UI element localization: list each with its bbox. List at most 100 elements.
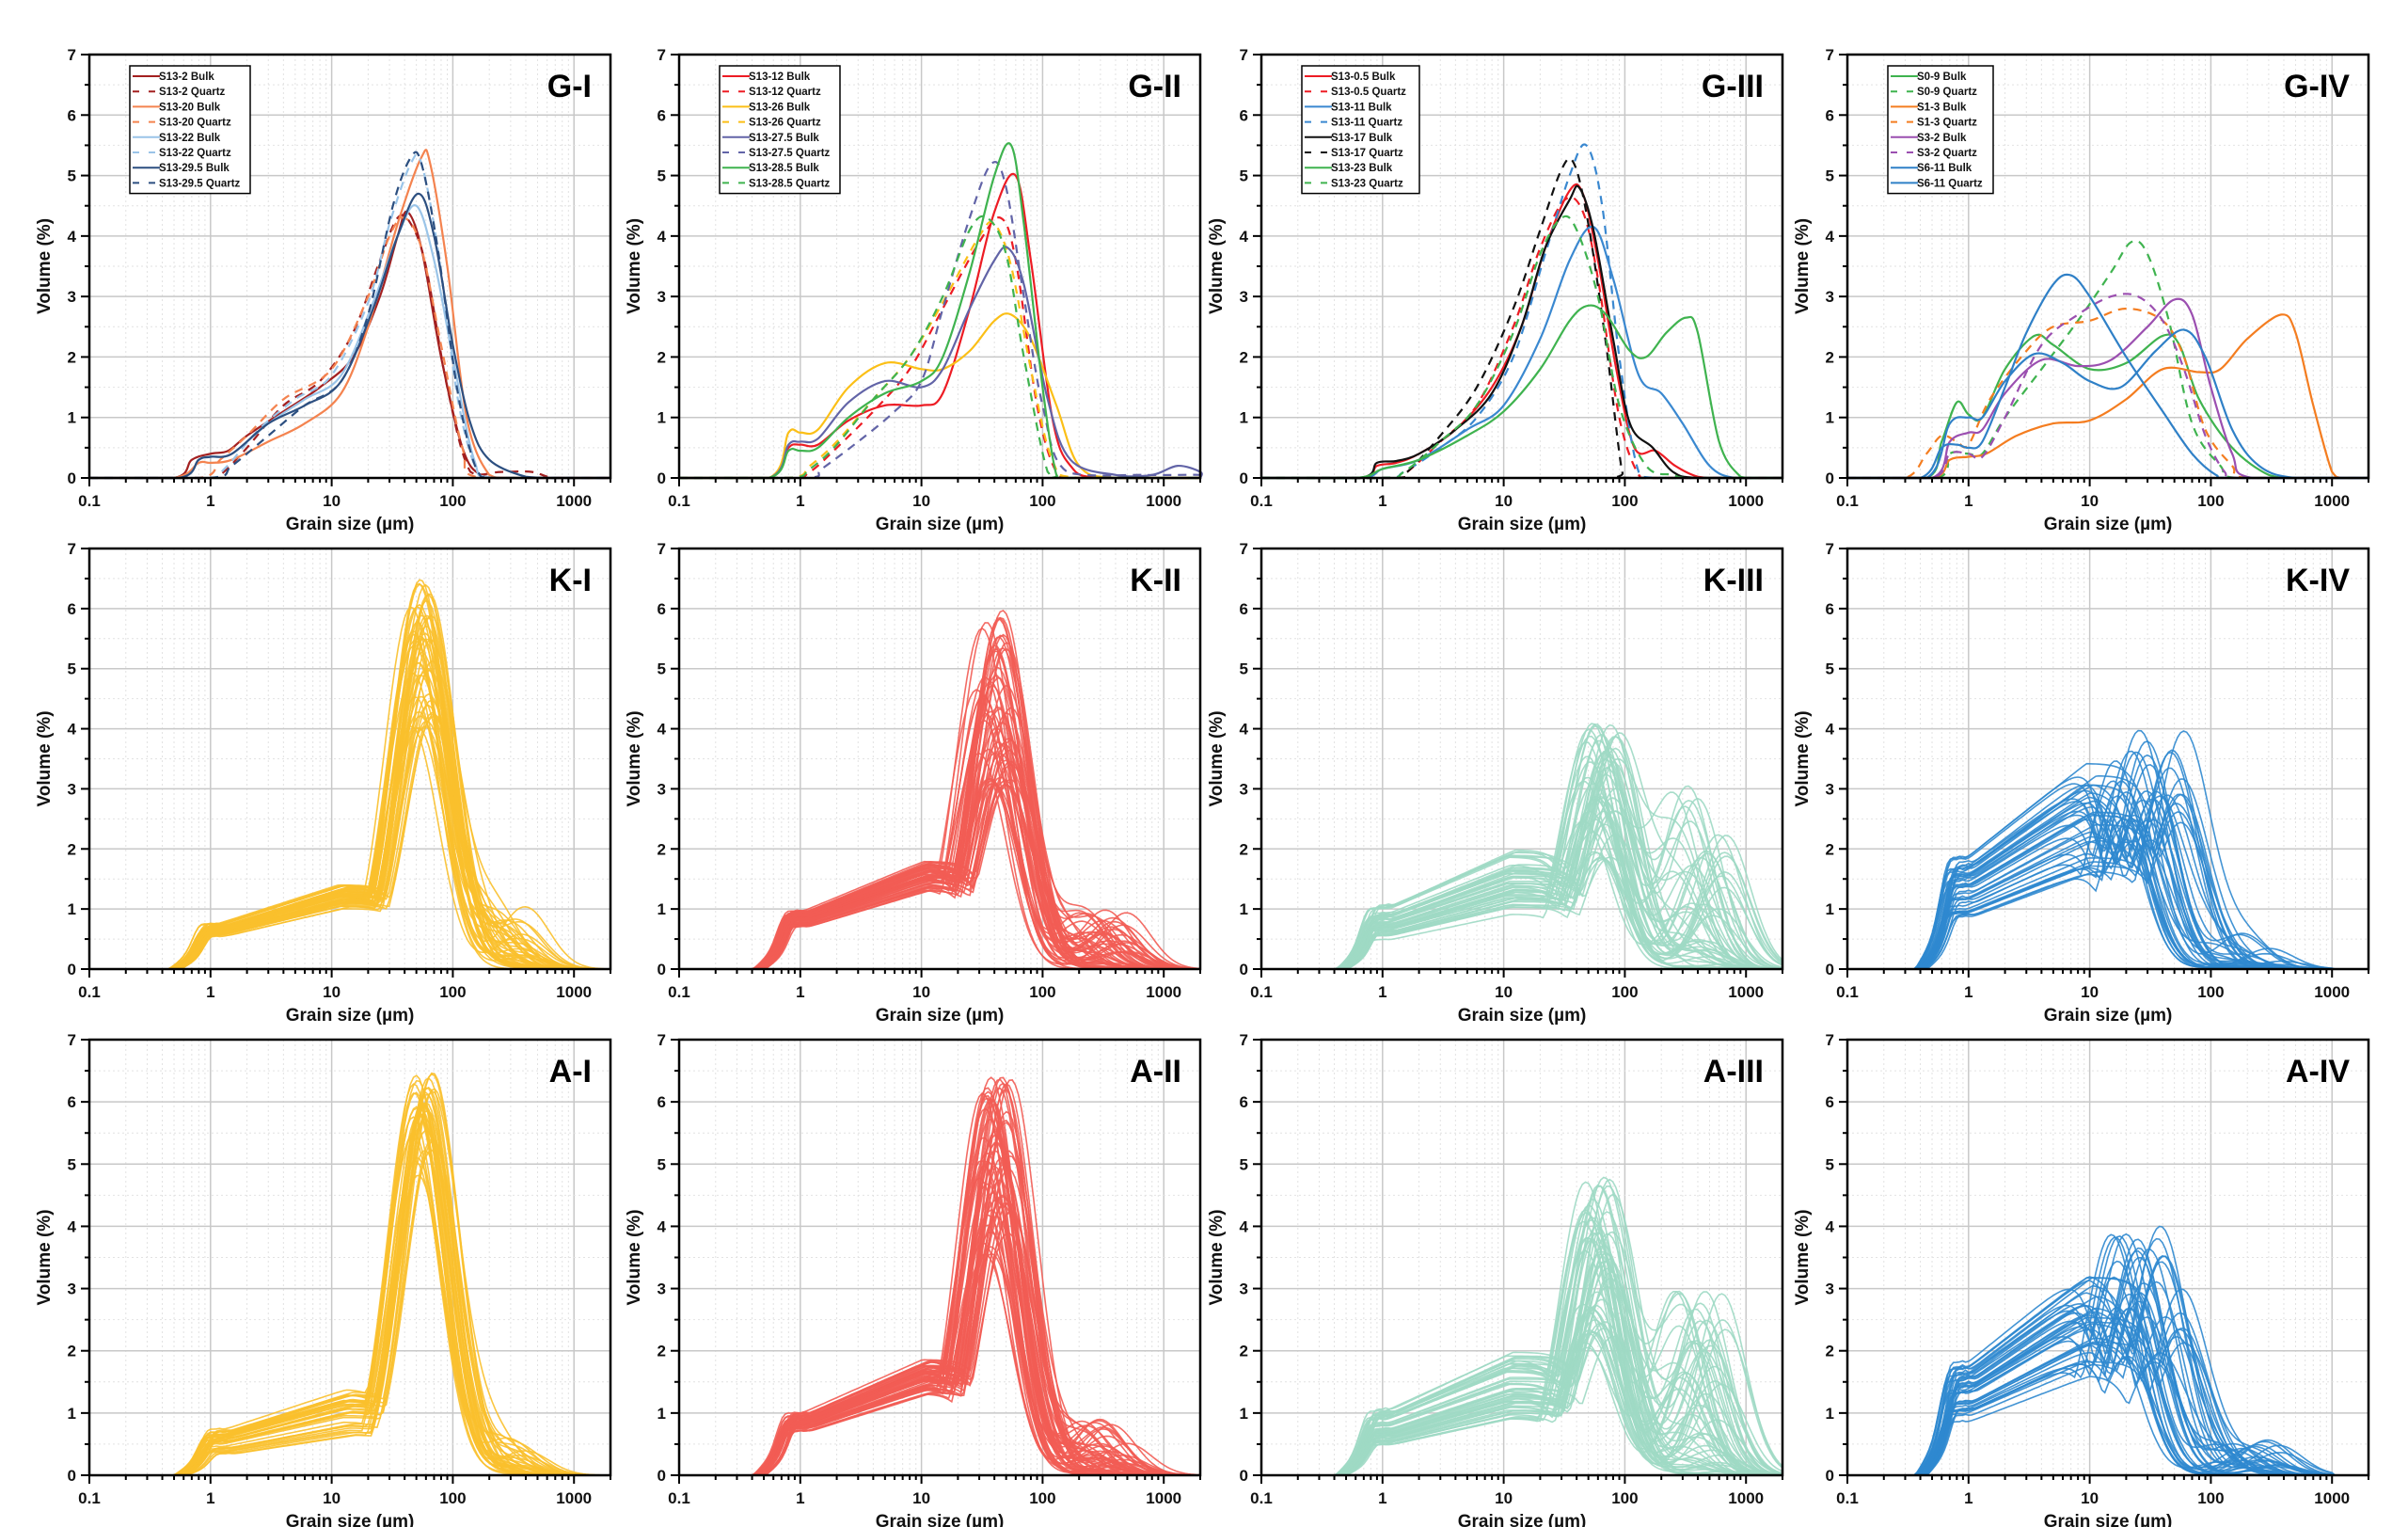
series-line	[89, 151, 610, 480]
x-axis-title: Grain size (µm)	[876, 1006, 1005, 1026]
panel-a-iv: 0.1 1 10 100 1000 Grain size (µm) 0 1 2 3 4 5 6 7 Volu…	[1793, 1031, 2370, 1527]
x-tick-label: 0.1	[78, 492, 101, 510]
sample-line	[89, 715, 610, 970]
y-tick-label: 1	[1240, 900, 1248, 918]
y-tick-label: 1	[1826, 1405, 1834, 1423]
sample-line	[89, 638, 610, 970]
sample-line	[679, 609, 1200, 970]
y-tick-label: 2	[1240, 840, 1248, 858]
sample-line	[89, 1103, 610, 1476]
sample-line	[679, 1177, 1200, 1476]
y-tick-label: 7	[657, 540, 666, 558]
x-tick-label: 1	[796, 1489, 804, 1507]
x-tick-label: 0.1	[668, 983, 690, 1001]
legend-entry: S13-26 Bulk	[749, 102, 811, 113]
y-tick-label: 1	[657, 409, 666, 427]
y-tick-label: 2	[657, 348, 666, 366]
y-axis: 0 1 2 3 4 5 6 7 Volume (%)	[625, 540, 679, 978]
y-tick-label: 2	[657, 840, 666, 858]
sample-line	[679, 1076, 1200, 1476]
y-axis-title: Volume (%)	[625, 1209, 644, 1305]
sample-line	[1261, 733, 1782, 970]
legend-box	[719, 65, 841, 195]
y-tick-label: 6	[1240, 106, 1248, 124]
x-tick-label: 10	[2081, 492, 2099, 510]
y-tick-label: 3	[657, 780, 666, 798]
sample-line	[1261, 1185, 1782, 1476]
legend-entry: S0-9 Bulk	[1917, 72, 1967, 83]
y-tick-label: 2	[1240, 1343, 1248, 1360]
sample-line	[89, 1116, 610, 1476]
sample-line	[679, 1092, 1200, 1476]
sample-line	[679, 1087, 1200, 1476]
sample-line	[679, 1089, 1200, 1476]
legend-entry: S13-11 Bulk	[1331, 102, 1392, 113]
series-line	[89, 192, 610, 480]
x-axis: 0.1 1 10 100 1000 Grain size (µm)	[1836, 1475, 2369, 1527]
x-axis-title: Grain size (µm)	[286, 1006, 415, 1026]
sample-line	[679, 749, 1200, 970]
x-tick-label: 100	[1611, 983, 1638, 1001]
grid	[678, 1040, 1201, 1475]
series-line	[1261, 215, 1782, 480]
series-line	[1847, 328, 2368, 480]
sample-line	[679, 1210, 1200, 1476]
y-tick-label: 4	[1240, 228, 1249, 246]
y-axis: 0 1 2 3 4 5 6 7 Volume (%)	[35, 46, 89, 487]
sample-line	[89, 725, 610, 970]
sample-line	[1261, 725, 1782, 970]
legend-entry: S0-9 Quartz	[1917, 87, 1977, 98]
sample-line	[679, 1099, 1200, 1476]
panel-k-iii: 0.1 1 10 100 1000 Grain size (µm) 0 1 2 3 4 5 6 7 Volu…	[1207, 540, 1784, 1026]
sample-line	[679, 695, 1200, 970]
y-axis: 0 1 2 3 4 5 6 7 Volume (%)	[625, 1031, 679, 1485]
sample-line	[679, 1130, 1200, 1476]
legend-entry: S13-20 Quartz	[159, 118, 231, 129]
y-tick-label: 4	[68, 1217, 77, 1235]
x-axis: 0.1 1 10 100 1000 Grain size (µm)	[1250, 969, 1783, 1026]
series-line	[679, 161, 1206, 480]
y-tick-label: 4	[1826, 228, 1835, 246]
sample-line	[89, 632, 610, 970]
x-tick-label: 10	[323, 492, 341, 510]
sample-line	[679, 1201, 1200, 1476]
series-line	[1261, 196, 1782, 480]
series-line	[679, 220, 1200, 480]
x-tick-label: 10	[323, 1489, 341, 1507]
sample-line	[1261, 1291, 1782, 1476]
x-tick-label: 1000	[2314, 1489, 2350, 1507]
y-axis-title: Volume (%)	[1793, 710, 1813, 806]
sample-line	[679, 618, 1200, 970]
sample-line	[679, 1118, 1200, 1476]
x-tick-label: 1000	[556, 492, 592, 510]
sample-line	[89, 638, 610, 970]
y-tick-label: 0	[68, 469, 76, 487]
curves	[1847, 239, 2368, 480]
sample-line	[1847, 1276, 2368, 1476]
y-tick-label: 1	[1826, 900, 1834, 918]
x-tick-label: 100	[1029, 983, 1055, 1001]
sample-line	[679, 1215, 1200, 1476]
x-tick-label: 10	[912, 1489, 930, 1507]
sample-line	[679, 1194, 1200, 1476]
x-tick-label: 10	[912, 983, 930, 1001]
panel-label: K-II	[1130, 563, 1181, 598]
legend-entry: S13-28.5 Bulk	[749, 163, 819, 174]
sample-line	[1261, 857, 1782, 970]
panel-label: K-III	[1703, 563, 1764, 598]
sample-line	[1261, 1176, 1782, 1476]
y-axis-title: Volume (%)	[35, 710, 55, 806]
sample-line	[89, 1104, 610, 1476]
y-axis: 0 1 2 3 4 5 6 7 Volume (%)	[625, 46, 679, 487]
sample-line	[1261, 1185, 1782, 1476]
y-tick-label: 5	[1826, 167, 1834, 185]
y-tick-label: 4	[657, 721, 667, 739]
y-tick-label: 5	[1240, 167, 1248, 185]
legend: S13-2 Bulk S13-2 Quartz S13-20 Bulk S13-20 …	[129, 65, 251, 195]
x-axis: 0.1 1 10 100 1000 Grain size (µm)	[1836, 478, 2369, 534]
sample-line	[89, 1113, 610, 1476]
grid	[1846, 549, 2369, 969]
sample-line	[679, 689, 1200, 970]
x-tick-label: 100	[439, 983, 466, 1001]
sample-line	[679, 636, 1200, 970]
